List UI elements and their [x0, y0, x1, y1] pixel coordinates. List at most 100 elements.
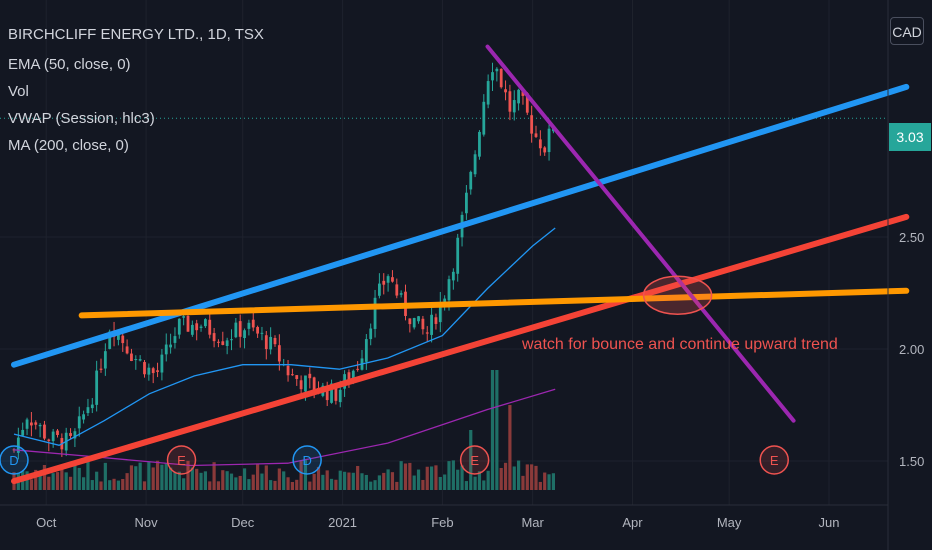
volume-bar — [325, 470, 329, 490]
candle-body — [38, 424, 42, 427]
volume-bar — [108, 480, 112, 490]
candle-body — [356, 368, 360, 370]
trend-lines[interactable] — [11, 44, 910, 485]
volume-bar — [164, 463, 168, 490]
candle-body — [199, 326, 203, 328]
dividend-marker — [0, 445, 29, 475]
volume-bar — [538, 481, 542, 490]
candle-body — [34, 422, 38, 425]
candle-body — [521, 91, 525, 96]
candle-body — [421, 318, 425, 330]
volume-bar — [464, 481, 468, 490]
candle-body — [56, 430, 59, 435]
candle-body — [378, 283, 381, 296]
volume-bar — [282, 471, 286, 490]
volume-bar — [534, 465, 538, 490]
volume-bar — [373, 480, 377, 490]
volume-bar — [356, 465, 360, 490]
candle-body — [443, 298, 447, 302]
volume-bar — [199, 472, 203, 490]
grid-lines — [0, 0, 888, 505]
candle-body — [456, 237, 460, 274]
candle-body — [347, 372, 351, 381]
candle-body — [243, 330, 246, 339]
candle-body — [212, 333, 216, 342]
volume-bar — [277, 468, 281, 490]
candle-body — [151, 368, 155, 374]
volume-bar — [90, 480, 94, 490]
currency-label[interactable]: CAD — [890, 17, 924, 45]
volume-bar — [216, 481, 221, 490]
candle-body — [538, 139, 542, 149]
candle-body — [369, 328, 373, 340]
volume-bar — [329, 478, 334, 490]
candle-body — [51, 431, 55, 442]
volume-bar — [55, 472, 60, 490]
candle-body — [478, 131, 481, 157]
candle-body — [495, 68, 499, 72]
candle-body — [204, 319, 207, 327]
volume-bar — [482, 480, 486, 490]
volume-bar — [247, 479, 251, 490]
volume-bar — [160, 464, 164, 490]
volume-bar — [221, 470, 225, 490]
volume-bar — [212, 462, 216, 490]
volume-bar — [334, 479, 338, 490]
indicator-vol[interactable]: Vol — [8, 83, 29, 100]
indicator-ma200[interactable]: MA (200, close, 0) — [8, 137, 129, 154]
volume-bar — [460, 465, 464, 490]
candle-body — [499, 68, 503, 88]
candle-body — [30, 422, 33, 426]
candle-body — [125, 346, 129, 354]
candle-body — [291, 374, 294, 376]
trend-line-orange — [78, 287, 910, 319]
candle-body — [391, 277, 394, 282]
volume-bar — [425, 466, 429, 490]
candle-body — [269, 336, 273, 350]
volume-bar — [456, 469, 460, 490]
candle-body — [425, 332, 429, 334]
candle-body — [308, 373, 312, 379]
volume-bar — [73, 463, 77, 490]
candle-body — [408, 318, 412, 325]
indicator-ema[interactable]: EMA (50, close, 0) — [8, 56, 131, 73]
volume-bar — [486, 470, 490, 490]
candle-body — [169, 344, 172, 348]
volume-bar — [377, 475, 381, 490]
candle-body — [160, 354, 164, 373]
volume-bar — [503, 462, 508, 490]
volume-bar — [521, 475, 525, 490]
candle-body — [295, 375, 299, 379]
candle-body — [121, 335, 125, 344]
volume-bar — [95, 471, 99, 490]
candle-body — [482, 101, 486, 135]
candle-body — [25, 419, 29, 429]
candle-body — [130, 353, 133, 362]
volume-bar — [512, 466, 516, 490]
candle-body — [47, 439, 51, 441]
candle-body — [230, 339, 233, 341]
volume-bar — [443, 474, 447, 490]
candle-body — [469, 171, 473, 190]
volume-bar — [38, 472, 42, 490]
volume-bar — [390, 472, 395, 490]
volume-bar — [225, 471, 229, 490]
volume-bar — [416, 469, 421, 490]
volume-bar — [525, 464, 529, 490]
volume-bar — [477, 471, 482, 490]
volume-bar — [147, 462, 151, 490]
volume-bar — [312, 473, 316, 490]
indicator-vwap[interactable]: VWAP (Session, hlc3) — [8, 110, 155, 127]
candle-body — [264, 335, 268, 350]
volume-bar — [208, 481, 212, 490]
x-tick-label: Oct — [36, 515, 57, 530]
volume-bar — [412, 475, 416, 490]
volume-bar — [251, 474, 255, 490]
candle-body — [386, 276, 390, 283]
candle-body — [412, 317, 416, 328]
candle-body — [225, 340, 229, 347]
volume-bar — [25, 471, 29, 490]
candle-body — [82, 414, 85, 420]
